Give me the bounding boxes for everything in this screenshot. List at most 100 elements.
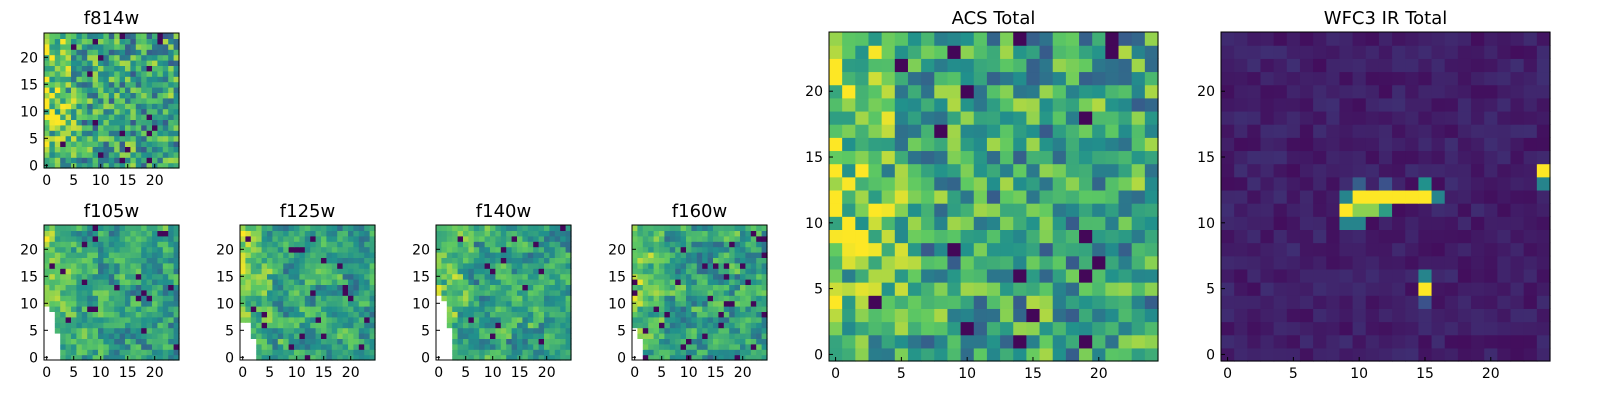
heatmap-cell [675, 235, 682, 242]
heatmap-cell [358, 235, 365, 242]
heatmap-cell [1444, 97, 1459, 112]
heatmap-cell [108, 300, 115, 307]
heatmap-cell [632, 268, 638, 275]
heatmap-cell [506, 273, 513, 280]
heatmap-cell [65, 273, 72, 280]
heatmap-cell [103, 338, 110, 345]
heatmap-cell [960, 334, 975, 349]
heatmap-cell [250, 349, 257, 356]
heatmap-cell [723, 284, 730, 291]
heatmap-cell [1405, 71, 1419, 86]
heatmap-cell [842, 347, 856, 362]
heatmap-cell [299, 333, 306, 339]
heatmap-cell [522, 289, 529, 296]
heatmap-cell [1457, 124, 1472, 138]
heatmap-cell [114, 38, 121, 45]
heatmap-cell [745, 289, 752, 296]
heatmap-cell [484, 295, 491, 302]
heatmap-cell [277, 225, 284, 231]
heatmap-cell [1405, 268, 1419, 283]
heatmap-cell [691, 252, 698, 258]
heatmap-cell [299, 354, 306, 361]
heatmap-cell [44, 311, 50, 318]
heatmap-cell [337, 268, 344, 275]
heatmap-cell [152, 157, 158, 164]
heatmap-cell [1326, 124, 1341, 138]
heatmap-cell [473, 295, 480, 302]
heatmap-cell [436, 284, 442, 291]
heatmap-cell [261, 349, 268, 356]
heatmap-cell [44, 322, 50, 329]
heatmap-cell [146, 65, 153, 72]
heatmap-cell [65, 252, 72, 258]
heatmap-cell [452, 235, 459, 242]
heatmap-cell [114, 295, 121, 302]
heatmap-cell [157, 130, 164, 137]
heatmap-cell [522, 327, 529, 334]
heatmap-cell [245, 322, 252, 329]
heatmap-cell [756, 246, 763, 253]
heatmap-cell [1536, 216, 1551, 230]
heatmap-cell [60, 225, 67, 231]
heatmap-cell [65, 70, 72, 77]
heatmap-cell [702, 289, 709, 296]
heatmap-cell [452, 284, 459, 291]
heatmap-cell [1418, 58, 1433, 73]
heatmap-cell [441, 235, 448, 242]
heatmap-cell [554, 225, 561, 231]
heatmap-cell [484, 311, 491, 318]
heatmap-cell [522, 354, 529, 361]
heatmap-cell [157, 300, 164, 307]
heatmap-cell [669, 279, 676, 285]
heatmap-cell [1352, 110, 1367, 125]
heatmap-cell [1286, 137, 1301, 152]
heatmap-cell [907, 137, 922, 152]
heatmap-cell [1484, 321, 1498, 336]
heatmap-cell [1365, 32, 1380, 46]
heatmap-cell [146, 257, 153, 264]
heatmap-cell [750, 354, 757, 361]
heatmap-cell [457, 354, 464, 361]
heatmap-cell [54, 230, 61, 237]
heatmap-cell [1092, 321, 1106, 336]
heatmap-cell [855, 124, 870, 138]
heatmap-cell [495, 322, 502, 329]
heatmap-cell [490, 333, 496, 339]
heatmap-cell [321, 262, 327, 269]
heatmap-cell [718, 349, 725, 356]
heatmap-cell [702, 306, 709, 312]
heatmap-cell [446, 252, 453, 258]
heatmap-cell [146, 130, 153, 137]
heatmap-cell [321, 235, 327, 242]
heatmap-cell [1365, 137, 1380, 152]
heatmap-cell [1378, 150, 1393, 165]
heatmap-cell [321, 284, 327, 291]
heatmap-cell [60, 65, 67, 72]
heatmap-cell [696, 316, 703, 323]
heatmap-cell [1365, 45, 1380, 59]
heatmap-cell [659, 252, 665, 258]
heatmap-cell [973, 268, 988, 283]
heatmap-cell [1497, 189, 1512, 204]
heatmap-cell [87, 241, 94, 248]
heatmap-cell [463, 316, 469, 323]
heatmap-cell [500, 257, 507, 264]
heatmap-cell [723, 225, 730, 231]
heatmap-cell [855, 163, 870, 178]
heatmap-cell [522, 225, 529, 231]
heatmap-cell [1039, 163, 1054, 178]
heatmap-cell [549, 300, 556, 307]
heatmap-cell [718, 230, 725, 237]
heatmap-cell [642, 235, 649, 242]
heatmap-cell [500, 306, 507, 312]
heatmap-cell [310, 289, 317, 296]
heatmap-cell [76, 300, 83, 307]
heatmap-cell [1405, 176, 1419, 191]
heatmap-cell [1431, 295, 1446, 309]
heatmap-cell [1471, 255, 1485, 270]
heatmap-cell [76, 241, 83, 248]
heatmap-cell [707, 268, 714, 275]
heatmap-cell [452, 289, 459, 296]
heatmap-cell [294, 306, 300, 312]
heatmap-cell [135, 279, 142, 285]
